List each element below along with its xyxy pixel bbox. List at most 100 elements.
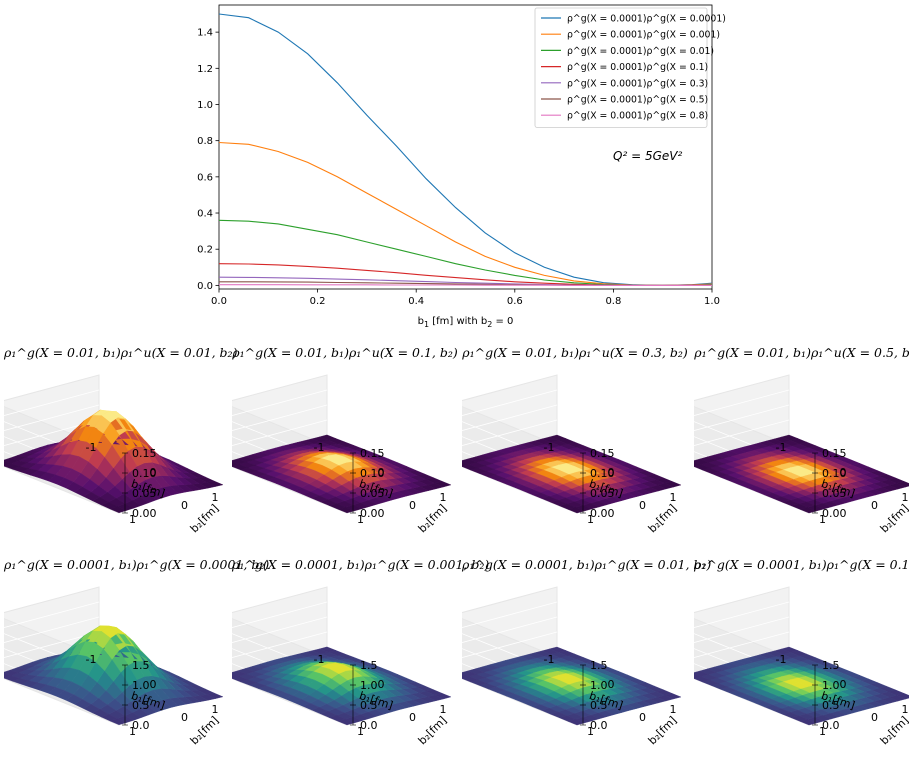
legend-entry: ρ^g(X = 0.0001)ρ^g(X = 0.5) (567, 95, 708, 106)
panel-title: ρ₁^g(X = 0.01, b₁)ρ₁^u(X = 0.01, b₂) (4, 345, 230, 360)
y-tick-label: 0.6 (197, 172, 213, 183)
surface-panel: ρ₁^g(X = 0.0001, b₁)ρ₁^g(X = 0.01, b₂) 1.… (462, 557, 688, 757)
b1-tick-label: 1 (670, 703, 677, 716)
x-tick-label: 0.2 (310, 296, 326, 307)
y-tick-label: 0.2 (197, 245, 213, 256)
surface-panel: ρ₁^g(X = 0.01, b₁)ρ₁^u(X = 0.3, b₂) 0.15 0… (462, 345, 688, 545)
line-chart: 0.0 0.2 0.4 0.6 0.8 1.0 0.0 0.2 0.4 0.6 0.8 1.0 1.2 1… (0, 0, 909, 330)
b1-tick-label: 0 (378, 466, 385, 479)
b1-tick-label: -1 (314, 653, 325, 666)
y-tick-label: 0.8 (197, 136, 213, 147)
b2-axis-label: b₂[fm] (646, 502, 680, 536)
b2-axis-label: b₂[fm] (878, 502, 909, 536)
legend-entry: ρ^g(X = 0.0001)ρ^g(X = 0.01) (567, 46, 714, 57)
b2-tick-label: 1 (819, 725, 826, 738)
b1-tick-label: 1 (440, 491, 447, 504)
surface-panel: ρ₁^g(X = 0.0001, b₁)ρ₁^g(X = 0.0001, b₂)… (4, 557, 230, 757)
b2-tick-label: 1 (129, 725, 136, 738)
b1-tick-label: 1 (212, 703, 219, 716)
b2-tick-label: 1 (357, 513, 364, 526)
y-tick-label: 1.0 (197, 100, 213, 111)
b2-tick-label: 1 (587, 513, 594, 526)
b1-tick-label: 1 (440, 703, 447, 716)
surface-panel: ρ₁^g(X = 0.0001, b₁)ρ₁^g(X = 0.001, b₂) 1… (232, 557, 458, 757)
z-tick-label: 0.15 (822, 447, 847, 460)
z-tick-label: 0.15 (360, 447, 385, 460)
surface-panel: ρ₁^g(X = 0.01, b₁)ρ₁^u(X = 0.5, b₂) 0.15 0… (694, 345, 909, 545)
panel-title: ρ₁^g(X = 0.0001, b₁)ρ₁^g(X = 0.1, b₂) (694, 557, 909, 572)
b1-tick-label: -1 (86, 653, 97, 666)
b1-tick-label: 1 (670, 491, 677, 504)
x-tick-label: 0.4 (408, 296, 424, 307)
y-tick-label: 1.4 (197, 28, 213, 39)
q2-annotation: Q² = 5GeV² (613, 149, 682, 163)
b2-tick-label: 0 (181, 499, 188, 512)
z-tick-label: 1.5 (590, 659, 608, 672)
b2-axis-label: b₂[fm] (646, 714, 680, 748)
panel-title: ρ₁^g(X = 0.0001, b₁)ρ₁^g(X = 0.0001, b₂) (4, 557, 230, 572)
b2-axis-label: b₂[fm] (188, 714, 222, 748)
x-tick-label: 1.0 (704, 296, 720, 307)
x-tick-label: 0.0 (211, 296, 227, 307)
b2-tick-label: 0 (409, 499, 416, 512)
b1-tick-label: 0 (378, 678, 385, 691)
b2-axis-label: b₂[fm] (416, 502, 450, 536)
b2-axis-label: b₂[fm] (188, 502, 222, 536)
b2-tick-label: 0 (639, 711, 646, 724)
z-tick-label: 1.5 (822, 659, 840, 672)
b1-tick-label: -1 (86, 441, 97, 454)
z-tick-label: 1.5 (132, 659, 150, 672)
z-tick-label: 0.15 (132, 447, 157, 460)
b1-tick-label: 1 (902, 703, 909, 716)
b1-tick-label: 0 (840, 678, 847, 691)
b2-axis-label: b₂[fm] (878, 714, 909, 748)
panel-title: ρ₁^g(X = 0.01, b₁)ρ₁^u(X = 0.3, b₂) (462, 345, 688, 360)
panel-title: ρ₁^g(X = 0.0001, b₁)ρ₁^g(X = 0.01, b₂) (462, 557, 688, 572)
b2-tick-label: 0 (409, 711, 416, 724)
y-tick-label: 0.4 (197, 209, 213, 220)
panel-title: ρ₁^g(X = 0.01, b₁)ρ₁^u(X = 0.1, b₂) (232, 345, 458, 360)
legend-entry: ρ^g(X = 0.0001)ρ^g(X = 0.001) (567, 30, 720, 41)
x-tick-label: 0.8 (605, 296, 621, 307)
z-tick-label: 1.5 (360, 659, 378, 672)
b2-tick-label: 1 (357, 725, 364, 738)
z-tick-label: 0.15 (590, 447, 615, 460)
legend-entry: ρ^g(X = 0.0001)ρ^g(X = 0.1) (567, 62, 708, 73)
panel-title: ρ₁^g(X = 0.0001, b₁)ρ₁^g(X = 0.001, b₂) (232, 557, 458, 572)
surface-panel: ρ₁^g(X = 0.01, b₁)ρ₁^u(X = 0.1, b₂) 0.15 0… (232, 345, 458, 545)
b1-tick-label: 1 (902, 491, 909, 504)
b1-tick-label: -1 (544, 653, 555, 666)
b1-tick-label: -1 (776, 653, 787, 666)
x-axis-label: b1 [fm] with b2 = 0 (418, 316, 514, 329)
surface-panel: ρ₁^g(X = 0.0001, b₁)ρ₁^g(X = 0.1, b₂) 1.5… (694, 557, 909, 757)
b2-tick-label: 1 (819, 513, 826, 526)
surface-panel: ρ₁^g(X = 0.01, b₁)ρ₁^u(X = 0.01, b₂) 0.15… (4, 345, 230, 545)
y-tick-label: 1.2 (197, 64, 213, 75)
b1-tick-label: 0 (150, 678, 157, 691)
b1-tick-label: 0 (608, 466, 615, 479)
y-tick-label: 0.0 (197, 281, 213, 292)
b1-tick-label: 0 (608, 678, 615, 691)
b1-tick-label: 0 (150, 466, 157, 479)
b1-tick-label: -1 (776, 441, 787, 454)
b1-tick-label: -1 (544, 441, 555, 454)
x-tick-label: 0.6 (507, 296, 523, 307)
b2-tick-label: 0 (639, 499, 646, 512)
legend-entry: ρ^g(X = 0.0001)ρ^g(X = 0.0001) (567, 14, 726, 25)
b1-tick-label: 0 (840, 466, 847, 479)
panel-title: ρ₁^g(X = 0.01, b₁)ρ₁^u(X = 0.5, b₂) (694, 345, 909, 360)
b2-axis-label: b₂[fm] (416, 714, 450, 748)
b1-tick-label: 1 (212, 491, 219, 504)
b2-tick-label: 0 (871, 711, 878, 724)
legend-entry: ρ^g(X = 0.0001)ρ^g(X = 0.3) (567, 78, 708, 89)
b2-tick-label: 1 (587, 725, 594, 738)
legend-entry: ρ^g(X = 0.0001)ρ^g(X = 0.8) (567, 111, 708, 122)
